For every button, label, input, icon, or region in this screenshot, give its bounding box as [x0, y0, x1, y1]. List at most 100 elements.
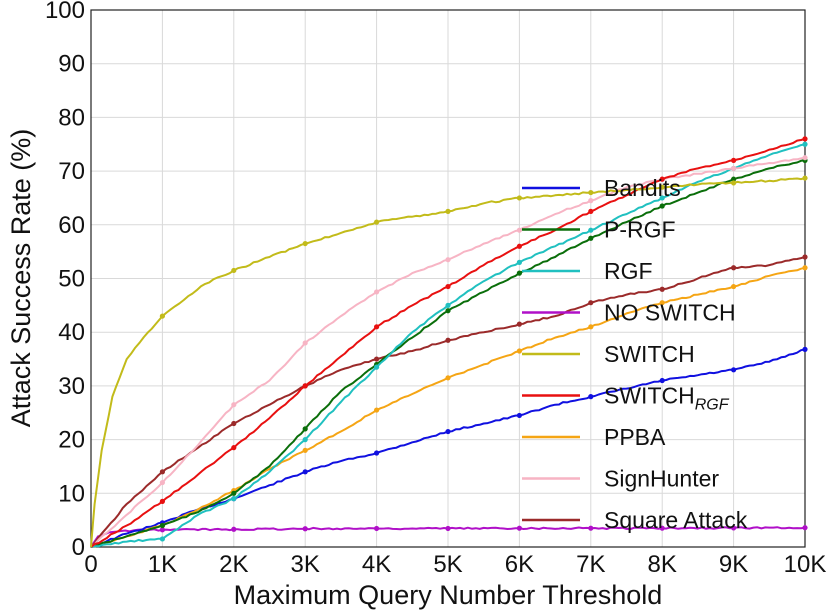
- series-point: [374, 324, 380, 330]
- series-point: [445, 302, 451, 308]
- series-point: [231, 526, 237, 532]
- y-tick-label: 60: [58, 212, 85, 239]
- series-point: [731, 165, 737, 172]
- series-point: [159, 313, 165, 319]
- series-point: [374, 364, 380, 370]
- legend-label-main: SWITCH: [604, 383, 695, 409]
- y-tick-label: 50: [58, 266, 85, 293]
- series-point: [731, 265, 737, 271]
- legend-label: SignHunter: [604, 466, 719, 492]
- series-point: [231, 402, 237, 408]
- series-point: [731, 157, 737, 163]
- series-point: [302, 340, 308, 346]
- series-point: [445, 375, 451, 381]
- series-point: [231, 420, 237, 427]
- series-point: [302, 437, 308, 443]
- x-axis-title: Maximum Query Number Threshold: [234, 580, 663, 610]
- series-point: [302, 469, 308, 475]
- x-tick-label: 10K: [784, 551, 827, 578]
- legend-label-main: NO SWITCH: [604, 300, 736, 326]
- series-point: [659, 525, 665, 531]
- series-point: [445, 283, 451, 290]
- series-point: [588, 394, 594, 400]
- series-point: [802, 265, 808, 271]
- series-point: [802, 141, 808, 147]
- series-point: [302, 426, 308, 432]
- x-tick-label: 7K: [576, 551, 605, 578]
- y-tick-label: 80: [58, 104, 85, 131]
- x-tick-label: 4K: [362, 551, 391, 578]
- series-point: [445, 525, 451, 532]
- x-tick-label: 0: [84, 551, 97, 578]
- y-tick-label: 10: [58, 480, 85, 507]
- legend-label-main: SignHunter: [604, 466, 719, 492]
- series-point: [659, 203, 665, 209]
- series-point: [588, 227, 594, 233]
- y-tick-label: 0: [72, 534, 85, 561]
- series-point: [802, 175, 808, 181]
- series-point: [588, 525, 594, 531]
- y-axis-ticks: 0 10 20 30 40 50 60 70 80 90 100: [45, 0, 85, 561]
- series-point: [731, 367, 737, 373]
- legend-label-subscript: RGF: [695, 397, 730, 414]
- series-point: [588, 208, 594, 214]
- series-point: [159, 522, 165, 529]
- x-tick-label: 3K: [291, 551, 320, 578]
- legend-label: RGF: [604, 258, 653, 284]
- legend-label-main: P-RGF: [604, 217, 676, 243]
- y-tick-label: 90: [58, 51, 85, 78]
- legend-label: Square Attack: [604, 507, 748, 533]
- series-point: [159, 536, 165, 542]
- x-tick-label: 1K: [148, 551, 177, 578]
- series-point: [159, 498, 165, 504]
- series-point: [374, 525, 380, 532]
- series-point: [659, 195, 665, 201]
- series-point: [516, 227, 523, 233]
- series-point: [231, 490, 237, 496]
- series-point: [302, 240, 308, 247]
- series-point: [516, 348, 523, 354]
- y-tick-label: 40: [58, 319, 85, 346]
- series-point: [659, 300, 665, 306]
- series-point: [516, 195, 523, 201]
- series-point: [159, 527, 165, 533]
- series-point: [659, 184, 665, 190]
- series-point: [588, 189, 594, 196]
- series-point: [731, 176, 737, 182]
- series-point: [588, 324, 594, 330]
- series-point: [802, 525, 808, 531]
- series-point: [374, 289, 380, 295]
- y-tick-label: 20: [58, 427, 85, 454]
- legend-label: SWITCHRGF: [604, 383, 730, 414]
- series-point: [159, 479, 165, 486]
- series-point: [374, 450, 380, 456]
- y-tick-label: 30: [58, 373, 85, 400]
- legend-label-main: RGF: [604, 258, 653, 284]
- y-tick-label: 70: [58, 158, 85, 185]
- series-point: [374, 407, 380, 413]
- series-point: [231, 267, 237, 274]
- legend-label: PPBA: [604, 424, 666, 450]
- series-point: [374, 356, 380, 362]
- legend-label-main: PPBA: [604, 424, 666, 450]
- series-point: [659, 377, 665, 384]
- series-point: [802, 254, 808, 260]
- legend-label: NO SWITCH: [604, 300, 736, 326]
- series-point: [445, 308, 451, 314]
- series-point: [588, 235, 594, 241]
- y-tick-label: 100: [45, 0, 85, 24]
- plot-frame: [90, 9, 806, 548]
- x-tick-label: 5K: [433, 551, 462, 578]
- legend-label-main: SWITCH: [604, 341, 695, 367]
- series-point: [659, 176, 665, 182]
- series-point: [445, 337, 451, 343]
- series-point: [445, 428, 451, 435]
- legend-label: Bandits: [604, 175, 681, 201]
- series-point: [731, 525, 737, 531]
- x-tick-label: 2K: [219, 551, 248, 578]
- series-point: [516, 270, 523, 276]
- series-lines: [90, 136, 808, 548]
- series-point: [445, 208, 451, 214]
